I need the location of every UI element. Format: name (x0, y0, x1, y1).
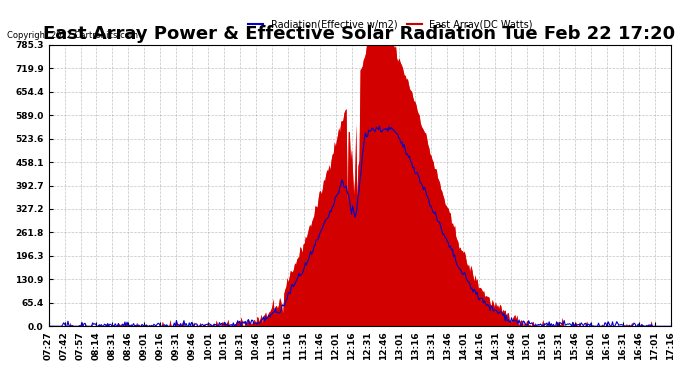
Legend: Radiation(Effective w/m2), East Array(DC Watts): Radiation(Effective w/m2), East Array(DC… (244, 16, 537, 34)
Title: East Array Power & Effective Solar Radiation Tue Feb 22 17:20: East Array Power & Effective Solar Radia… (43, 25, 676, 43)
Text: Copyright 2022 Cartronics.com: Copyright 2022 Cartronics.com (7, 30, 138, 39)
